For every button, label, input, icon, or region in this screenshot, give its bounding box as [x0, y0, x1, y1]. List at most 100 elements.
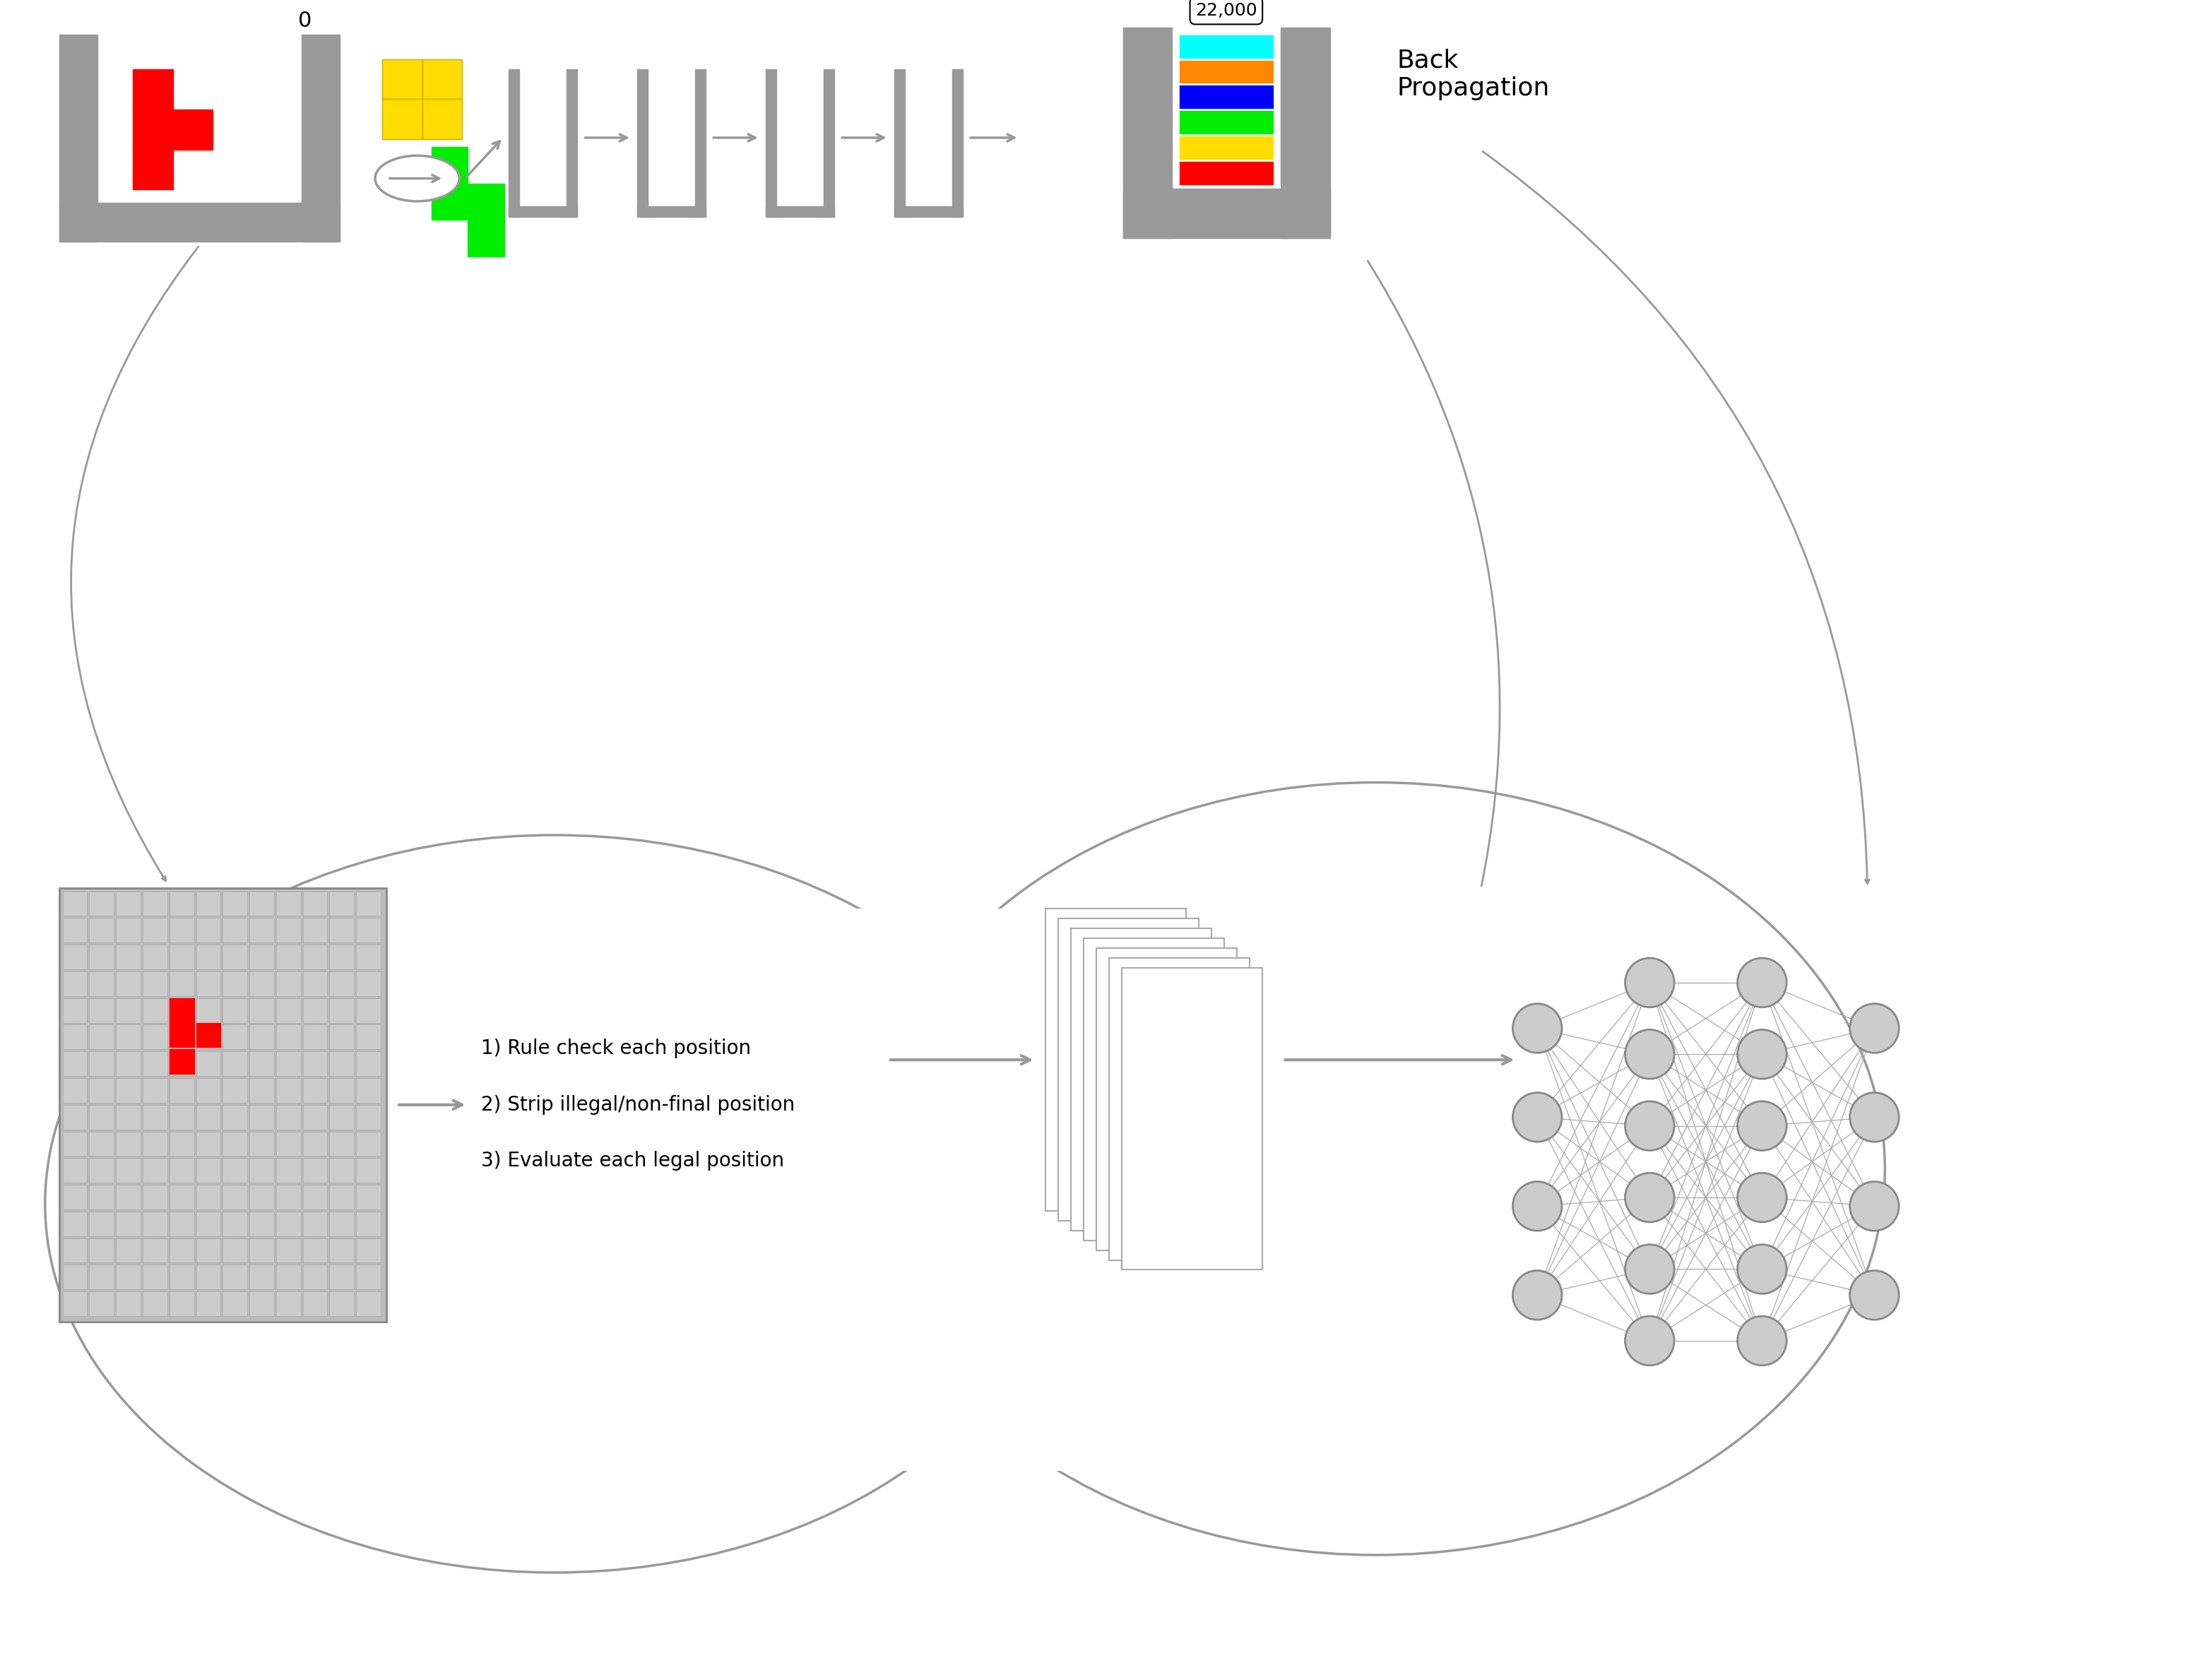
Bar: [276, 1105, 300, 1129]
Bar: [566, 69, 577, 217]
Bar: [223, 1105, 247, 1129]
Bar: [142, 998, 166, 1023]
Circle shape: [1736, 1102, 1787, 1151]
Bar: [63, 1184, 87, 1210]
Bar: [197, 1238, 221, 1263]
Bar: [356, 1292, 381, 1315]
Text: 3) Evaluate each legal position: 3) Evaluate each legal position: [481, 1151, 785, 1171]
Bar: [90, 1211, 114, 1236]
Bar: [383, 99, 422, 139]
Bar: [197, 1132, 221, 1156]
Circle shape: [1736, 1030, 1787, 1079]
Bar: [63, 971, 87, 996]
Bar: [356, 1184, 381, 1210]
Bar: [168, 1132, 195, 1156]
Bar: [223, 998, 247, 1023]
Bar: [223, 1184, 247, 1210]
Bar: [116, 998, 140, 1023]
Bar: [249, 998, 273, 1023]
Bar: [63, 1211, 87, 1236]
Bar: [1045, 909, 1185, 1211]
Bar: [330, 998, 354, 1023]
Bar: [894, 207, 962, 217]
Circle shape: [1850, 1181, 1898, 1231]
Bar: [302, 1292, 328, 1315]
Bar: [302, 917, 328, 942]
Bar: [330, 1292, 354, 1315]
Bar: [431, 183, 468, 220]
Ellipse shape: [376, 156, 459, 202]
Bar: [330, 944, 354, 969]
Bar: [63, 1238, 87, 1263]
Bar: [223, 1265, 247, 1290]
Bar: [197, 998, 221, 1023]
Bar: [249, 892, 273, 916]
Bar: [223, 1052, 247, 1075]
Bar: [249, 1132, 273, 1156]
Bar: [116, 1158, 140, 1183]
Bar: [249, 1292, 273, 1315]
Bar: [197, 1052, 221, 1075]
Bar: [197, 944, 221, 969]
Bar: [168, 1023, 195, 1047]
Bar: [116, 971, 140, 996]
Bar: [330, 971, 354, 996]
Bar: [695, 69, 706, 217]
Circle shape: [1736, 1173, 1787, 1221]
Circle shape: [1850, 1092, 1898, 1142]
Bar: [302, 971, 328, 996]
Bar: [356, 1052, 381, 1075]
Bar: [197, 1158, 221, 1183]
Bar: [197, 971, 221, 996]
Bar: [90, 1025, 114, 1050]
Bar: [330, 1265, 354, 1290]
Bar: [168, 998, 195, 1023]
Bar: [276, 917, 300, 942]
Bar: [133, 109, 173, 150]
Circle shape: [1850, 1270, 1898, 1320]
Bar: [63, 1265, 87, 1290]
Circle shape: [1625, 1245, 1675, 1294]
Bar: [1085, 939, 1225, 1240]
Bar: [249, 1184, 273, 1210]
Bar: [276, 1265, 300, 1290]
Circle shape: [1736, 958, 1787, 1008]
Bar: [356, 971, 381, 996]
Bar: [116, 917, 140, 942]
Bar: [824, 69, 835, 217]
Bar: [116, 892, 140, 916]
Bar: [197, 1025, 221, 1050]
Bar: [168, 998, 195, 1023]
Bar: [330, 1211, 354, 1236]
Bar: [276, 1292, 300, 1315]
Bar: [142, 1079, 166, 1102]
Bar: [302, 35, 339, 242]
Bar: [90, 1079, 114, 1102]
Bar: [636, 69, 647, 217]
Bar: [168, 1158, 195, 1183]
Bar: [1072, 929, 1212, 1230]
Bar: [197, 1023, 221, 1047]
Bar: [133, 150, 173, 190]
Bar: [90, 1238, 114, 1263]
Bar: [356, 1265, 381, 1290]
Bar: [765, 207, 835, 217]
Bar: [90, 1292, 114, 1315]
Bar: [431, 146, 468, 183]
Circle shape: [1513, 1270, 1562, 1320]
Bar: [142, 944, 166, 969]
Text: 22,000: 22,000: [1196, 2, 1258, 18]
Bar: [276, 1211, 300, 1236]
Bar: [302, 892, 328, 916]
Bar: [276, 892, 300, 916]
Bar: [330, 1052, 354, 1075]
Bar: [173, 109, 212, 150]
Circle shape: [1850, 1003, 1898, 1053]
Bar: [168, 1105, 195, 1129]
Bar: [276, 1025, 300, 1050]
Bar: [765, 69, 776, 217]
Bar: [1179, 35, 1275, 59]
Bar: [249, 1238, 273, 1263]
Bar: [142, 1025, 166, 1050]
Bar: [356, 1158, 381, 1183]
